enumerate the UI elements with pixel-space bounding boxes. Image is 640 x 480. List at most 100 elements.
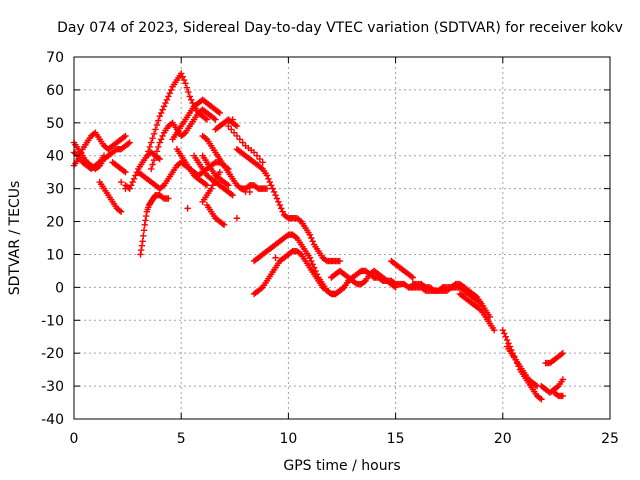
series-arc-20 xyxy=(233,145,344,265)
data-point xyxy=(180,130,188,137)
y-tick-label: 60 xyxy=(46,83,64,99)
data-point xyxy=(306,231,314,238)
data-point xyxy=(142,217,149,224)
data-point xyxy=(159,132,166,140)
data-point xyxy=(532,381,539,389)
data-point xyxy=(253,152,261,159)
data-point xyxy=(553,391,561,399)
series-arc-5 xyxy=(109,159,129,176)
data-point xyxy=(420,283,428,290)
data-point xyxy=(356,268,364,276)
data-point xyxy=(146,143,153,151)
data-point xyxy=(188,96,195,103)
data-point xyxy=(258,285,265,292)
data-point xyxy=(150,156,158,164)
series-arc-31 xyxy=(542,349,567,367)
data-point xyxy=(499,326,506,334)
data-point xyxy=(203,116,211,123)
data-point xyxy=(203,182,211,189)
x-axis-label: GPS time / hours xyxy=(283,458,400,474)
series-arc-4 xyxy=(96,178,125,215)
y-tick-label: -40 xyxy=(41,412,64,428)
data-point xyxy=(259,159,266,166)
data-point xyxy=(210,115,218,122)
data-points xyxy=(70,70,567,403)
data-point xyxy=(147,139,155,146)
data-point xyxy=(152,126,159,133)
chart-title: Day 074 of 2023, Sidereal Day-to-day VTE… xyxy=(57,20,623,36)
data-point xyxy=(501,330,508,337)
data-point xyxy=(138,242,146,249)
data-point xyxy=(137,251,144,258)
data-point xyxy=(157,109,165,117)
data-point xyxy=(278,205,285,212)
data-point xyxy=(378,276,385,283)
data-point xyxy=(296,250,304,257)
series-arc-15 xyxy=(199,152,232,189)
data-point xyxy=(322,256,329,264)
y-tick-label: -10 xyxy=(41,313,64,329)
data-point xyxy=(258,164,265,171)
data-point xyxy=(236,184,244,191)
series-arc-12 xyxy=(173,145,232,179)
data-point xyxy=(122,185,129,192)
series-arc-16 xyxy=(199,168,223,205)
data-point xyxy=(122,132,129,140)
series-arc-17 xyxy=(203,201,228,229)
data-point xyxy=(155,143,162,151)
data-point xyxy=(159,194,166,201)
data-point xyxy=(296,217,304,224)
series-arc-1 xyxy=(70,129,129,169)
data-point xyxy=(503,336,511,344)
y-tick-label: -30 xyxy=(41,379,64,395)
data-point xyxy=(153,148,161,155)
data-point xyxy=(225,122,232,130)
data-point xyxy=(120,133,128,141)
data-point xyxy=(326,289,334,297)
grid-lines xyxy=(74,57,610,419)
data-point xyxy=(309,261,316,268)
data-point xyxy=(559,376,567,383)
data-point xyxy=(117,208,125,215)
data-point xyxy=(292,233,299,241)
data-point xyxy=(186,93,193,100)
data-point xyxy=(179,73,186,80)
data-point xyxy=(132,172,139,179)
data-point xyxy=(153,121,161,129)
data-point xyxy=(216,168,223,176)
data-point xyxy=(122,168,129,176)
data-point xyxy=(223,181,231,188)
data-point xyxy=(239,139,246,146)
y-tick-label: 50 xyxy=(46,116,64,132)
data-point xyxy=(236,136,244,143)
y-tick-label: 30 xyxy=(46,182,64,198)
data-point xyxy=(233,215,241,222)
x-tick-label: 20 xyxy=(494,431,512,447)
data-point xyxy=(273,195,281,202)
data-point xyxy=(269,185,276,192)
data-point xyxy=(233,132,241,140)
data-point xyxy=(263,185,271,192)
data-point xyxy=(230,129,238,136)
y-axis-ticks: -40 -30 -20 -10 0 10 20 30 40 50 60 70 xyxy=(41,50,610,428)
y-tick-label: 40 xyxy=(46,149,64,165)
data-point xyxy=(538,396,545,403)
data-point xyxy=(272,192,279,199)
data-point xyxy=(139,238,146,245)
data-point xyxy=(505,340,512,347)
data-point xyxy=(140,227,148,234)
data-point xyxy=(265,175,272,182)
series-arc-10 xyxy=(147,106,219,173)
data-point xyxy=(185,88,192,96)
data-point xyxy=(536,394,544,402)
series-arc-32 xyxy=(551,389,567,400)
data-point xyxy=(210,160,218,167)
y-tick-label: 70 xyxy=(46,50,64,66)
data-point xyxy=(272,254,279,261)
data-point xyxy=(130,175,138,182)
data-point xyxy=(137,246,145,254)
data-point xyxy=(403,283,411,290)
data-point xyxy=(429,286,436,293)
data-point xyxy=(559,349,567,357)
data-point xyxy=(216,109,223,117)
